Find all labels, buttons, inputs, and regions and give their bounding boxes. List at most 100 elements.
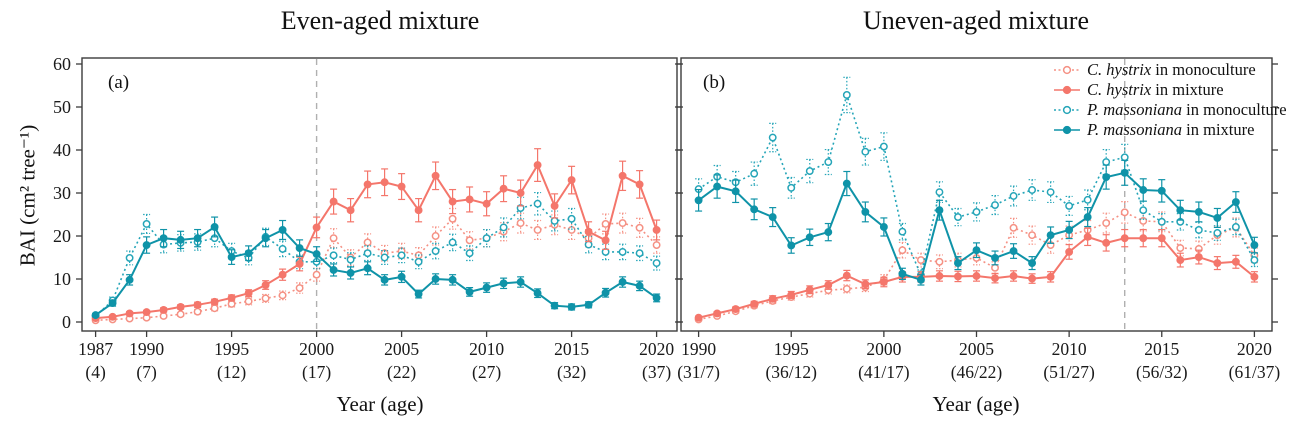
x-tick-year-label: 2000 bbox=[299, 339, 334, 359]
panel-b-title: Uneven-aged mixture bbox=[863, 6, 1089, 35]
data-point-ch_mix bbox=[584, 227, 593, 236]
data-point-ch_mix bbox=[244, 289, 253, 298]
data-point-pm_mix bbox=[1194, 207, 1203, 216]
data-point-pm_mono bbox=[1102, 158, 1111, 166]
panel-a-title: Even-aged mixture bbox=[280, 6, 480, 35]
data-point-pm_mix bbox=[916, 275, 925, 284]
data-point-pm_mono bbox=[346, 255, 355, 264]
data-point-pm_mono bbox=[414, 257, 423, 266]
x-tick-year-label: 2015 bbox=[554, 339, 589, 359]
y-tick-label: 10 bbox=[53, 269, 71, 289]
data-point-pm_mix bbox=[972, 246, 981, 255]
x-tick-year-label: 2005 bbox=[384, 339, 419, 359]
data-point-pm_mix bbox=[533, 289, 542, 298]
data-point-pm_mix bbox=[550, 301, 559, 310]
data-point-pm_mix bbox=[227, 253, 236, 262]
x-tick-year-label: 2010 bbox=[469, 339, 504, 359]
data-point-pm_mono bbox=[1028, 186, 1037, 194]
data-point-ch_mix bbox=[482, 199, 491, 208]
data-point-ch_mix bbox=[652, 226, 661, 234]
data-point-pm_mix bbox=[842, 179, 851, 188]
y-tick-label: 60 bbox=[53, 54, 71, 74]
data-point-pm_mix bbox=[750, 205, 759, 214]
data-point-pm_mono bbox=[898, 227, 907, 236]
panel-a-letter: (a) bbox=[108, 72, 130, 93]
data-point-pm_mono bbox=[1083, 195, 1092, 204]
data-point-pm_mix bbox=[824, 228, 833, 237]
data-point-ch_mix bbox=[768, 294, 777, 303]
data-point-ch_mix bbox=[1065, 247, 1074, 256]
data-point-ch_mono bbox=[935, 257, 944, 266]
data-point-pm_mix bbox=[244, 249, 253, 258]
data-point-ch_mix bbox=[694, 313, 703, 322]
data-point-pm_mono bbox=[1120, 153, 1129, 162]
data-point-pm_mono bbox=[380, 253, 389, 262]
legend-marker-glyph bbox=[1054, 105, 1080, 115]
legend-marker-glyph bbox=[1054, 85, 1080, 95]
data-point-pm_mix bbox=[1120, 168, 1129, 177]
legend-marker-glyph bbox=[1054, 65, 1080, 75]
filled-circle-solid-line-icon bbox=[1052, 123, 1082, 137]
data-point-pm_mix bbox=[159, 234, 168, 243]
data-point-pm_mono bbox=[879, 142, 888, 151]
data-point-pm_mono bbox=[584, 240, 593, 249]
data-point-ch_mono bbox=[193, 307, 202, 316]
data-point-pm_mix bbox=[125, 275, 134, 284]
data-point-pm_mono bbox=[1065, 201, 1074, 210]
data-point-pm_mix bbox=[91, 311, 100, 320]
data-point-ch_mix bbox=[1231, 257, 1240, 266]
filled-circle-solid-line-icon bbox=[1052, 83, 1082, 97]
data-point-ch_mix bbox=[295, 260, 304, 268]
x-tick-age-label: (27) bbox=[472, 362, 501, 382]
data-point-ch_mix bbox=[329, 197, 338, 206]
data-point-ch_mix bbox=[1194, 253, 1203, 262]
data-point-pm_mix bbox=[295, 244, 304, 252]
data-point-ch_mix bbox=[879, 278, 888, 286]
data-point-ch_mix bbox=[824, 281, 833, 289]
data-point-pm_mono bbox=[1157, 217, 1166, 226]
data-point-pm_mix bbox=[210, 223, 219, 231]
data-point-ch_mix bbox=[499, 184, 508, 193]
data-point-pm_mix bbox=[1065, 226, 1074, 234]
data-point-pm_mix bbox=[1176, 206, 1185, 215]
data-point-ch_mono bbox=[363, 238, 372, 247]
data-point-ch_mono bbox=[1139, 217, 1148, 225]
data-point-ch_mono bbox=[329, 234, 338, 243]
data-point-ch_mix bbox=[193, 300, 202, 309]
legend-species: C. hystrix bbox=[1087, 60, 1152, 79]
data-point-pm_mix bbox=[1009, 247, 1018, 256]
series-line-pm_mix-a bbox=[95, 225, 658, 316]
x-tick-age-label: (46/22) bbox=[951, 362, 1003, 382]
data-point-ch_mix bbox=[142, 308, 151, 317]
data-point-pm_mono bbox=[499, 223, 508, 232]
data-point-ch_mono bbox=[295, 284, 304, 292]
data-point-pm_mono bbox=[465, 249, 474, 258]
data-point-pm_mix bbox=[935, 206, 944, 215]
x-tick-age-label: (32) bbox=[557, 362, 586, 382]
panel-b-letter: (b) bbox=[703, 72, 726, 93]
x-axis-title-a: Year (age) bbox=[336, 392, 424, 416]
data-point-pm_mix bbox=[261, 234, 270, 243]
data-point-ch_mono bbox=[176, 310, 185, 319]
data-point-ch_mix bbox=[731, 305, 740, 314]
data-point-ch_mix bbox=[550, 201, 559, 210]
data-point-pm_mix bbox=[193, 234, 202, 243]
data-point-pm_mix bbox=[346, 269, 355, 277]
data-point-ch_mono bbox=[567, 226, 576, 234]
data-point-ch_mix bbox=[346, 206, 355, 215]
data-point-ch_mix bbox=[635, 180, 644, 189]
data-point-pm_mix bbox=[312, 250, 321, 259]
x-tick-year-label: 2005 bbox=[959, 339, 994, 359]
data-point-pm_mix bbox=[465, 287, 474, 296]
data-point-pm_mono bbox=[954, 213, 962, 222]
panel-a-frame bbox=[81, 57, 678, 332]
series-line-ch_mono-b bbox=[698, 211, 1256, 321]
x-tick-age-label: (12) bbox=[217, 362, 246, 382]
data-point-ch_mix bbox=[1139, 234, 1148, 243]
x-tick-age-label: (51/27) bbox=[1043, 362, 1095, 382]
data-point-pm_mix bbox=[1157, 186, 1166, 195]
data-point-pm_mono bbox=[991, 201, 999, 209]
data-point-ch_mix bbox=[414, 206, 423, 215]
x-tick-year-label: 1995 bbox=[774, 339, 809, 359]
